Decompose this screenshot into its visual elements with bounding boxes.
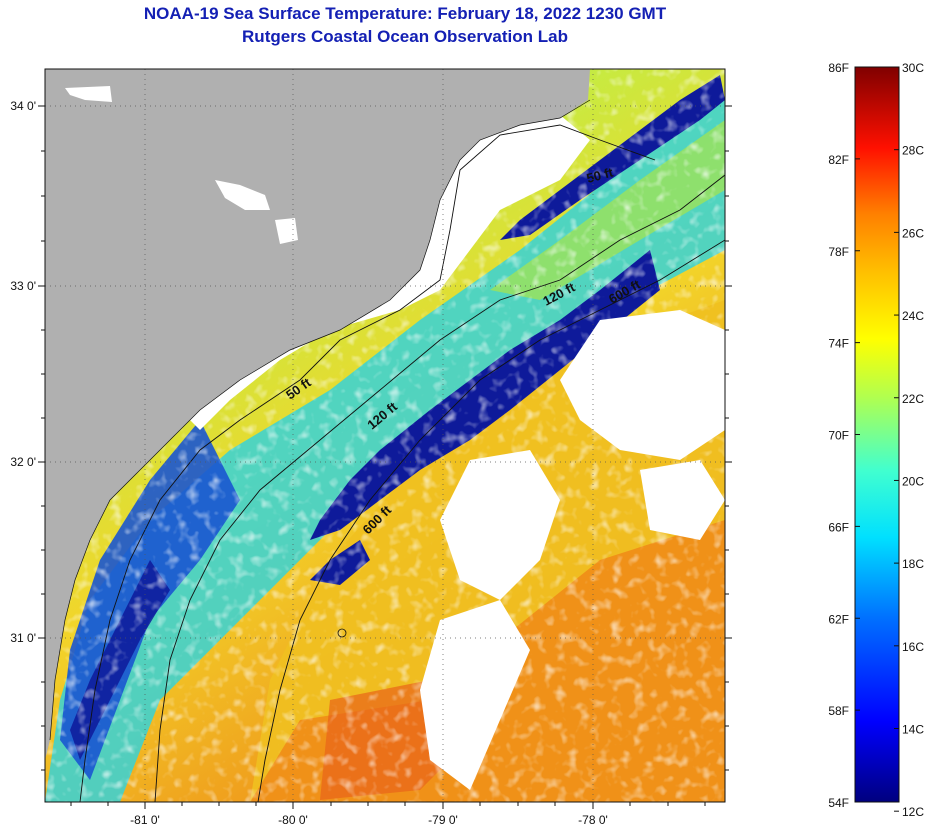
lat-tick-label: 34 0' [10, 99, 36, 113]
contour-120ft [154, 174, 725, 802]
lon-tick-label: -80 0' [278, 813, 308, 827]
cloud-mass-center [440, 450, 560, 600]
graticule [45, 69, 725, 802]
cloud-mass-south [420, 600, 530, 790]
land-mass [45, 69, 590, 760]
axis-ticks [38, 105, 732, 809]
lon-tick-label: -81 0' [130, 813, 160, 827]
lat-tick-label: 31 0' [10, 631, 36, 645]
inland-lake [275, 218, 298, 244]
lon-tick-label: -79 0' [428, 813, 458, 827]
lon-tick-label: -78 0' [578, 813, 608, 827]
contour-label: 50 ft [585, 164, 615, 186]
contour-600ft [257, 239, 725, 802]
lat-tick-label: 33 0' [10, 279, 36, 293]
coastline [49, 99, 591, 741]
cloud-patch-east [640, 460, 725, 540]
lat-tick-label: 32 0' [10, 455, 36, 469]
seamount-contour [337, 628, 347, 638]
inland-lake [215, 180, 270, 210]
map-subtitle: Rutgers Coastal Ocean Observation Lab [242, 27, 568, 46]
contour-50ft [79, 124, 656, 802]
map-frame [44, 68, 726, 803]
map-title: NOAA-19 Sea Surface Temperature: Februar… [143, 4, 667, 23]
cloud-mass-east [560, 310, 725, 460]
inland-lake [65, 86, 112, 102]
